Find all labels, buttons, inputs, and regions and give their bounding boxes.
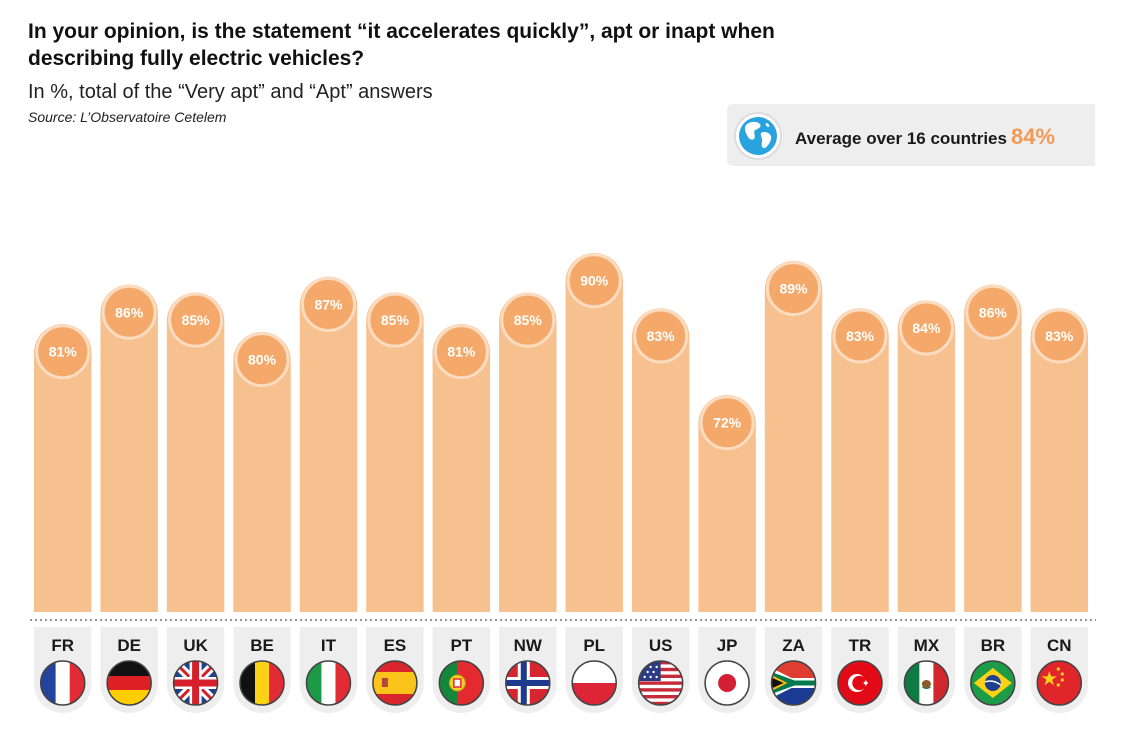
- tick-label: BR: [981, 636, 1006, 655]
- bar-es: [366, 292, 424, 612]
- poland-flag-icon: [571, 660, 617, 706]
- average-text: Average over 16 countries 84%: [795, 124, 1055, 150]
- bar-mx: [897, 300, 956, 612]
- usa-flag-icon: [637, 660, 684, 706]
- tick-label: CN: [1047, 636, 1072, 655]
- tick-label: FR: [51, 636, 74, 655]
- data-label: 84%: [912, 320, 941, 336]
- value-bubble: [433, 324, 489, 380]
- data-label: 85%: [182, 312, 211, 328]
- bar-pt: [432, 324, 491, 612]
- bar-it: [299, 276, 358, 612]
- value-bubble: [898, 300, 954, 356]
- bar-pl: [565, 252, 623, 612]
- south-africa-flag-icon: [770, 660, 817, 706]
- germany-flag-icon: [106, 660, 152, 706]
- bar-nw: [499, 292, 557, 612]
- value-bubble: [633, 308, 689, 364]
- value-bubble: [234, 332, 290, 388]
- chart-title: In your opinion, is the statement “it ac…: [28, 20, 775, 70]
- average-panel: Average over 16 countries 84%: [727, 104, 1095, 166]
- france-flag-icon: [39, 660, 86, 706]
- japan-flag-icon: [704, 660, 750, 706]
- value-bubble: [367, 292, 423, 348]
- tick-label: PT: [450, 636, 472, 655]
- data-label: 81%: [447, 344, 476, 360]
- bar-jp: [698, 394, 756, 612]
- norway-flag-icon: [505, 660, 551, 706]
- value-bubble: [35, 324, 91, 380]
- tick-label: TR: [849, 636, 872, 655]
- value-bubble: [168, 292, 224, 348]
- value-bubble: [500, 292, 556, 348]
- data-label: 89%: [780, 281, 809, 297]
- data-label: 81%: [49, 344, 78, 360]
- chart-source: Source: L’Observatoire Cetelem: [28, 109, 227, 125]
- value-bubble: [699, 395, 755, 451]
- italy-flag-icon: [305, 660, 352, 706]
- china-flag-icon: [1036, 660, 1083, 706]
- bar-us: [631, 308, 690, 612]
- average-label: Average over 16 countries: [795, 129, 1007, 148]
- tick-label: PL: [583, 636, 605, 655]
- tick-label: IT: [321, 636, 337, 655]
- bar-cn: [1030, 308, 1088, 612]
- globe-icon: [734, 112, 782, 160]
- value-bubble: [965, 284, 1021, 340]
- value-bubble: [832, 308, 888, 364]
- bar-tr: [831, 308, 889, 612]
- data-label: 87%: [314, 296, 343, 312]
- value-bubble: [766, 261, 822, 317]
- bar-uk: [166, 292, 225, 612]
- value-bubble: [1031, 308, 1087, 364]
- tick-label: BE: [250, 636, 274, 655]
- data-label: 85%: [381, 312, 410, 328]
- tick-label: ZA: [782, 636, 805, 655]
- value-bubble: [101, 284, 157, 340]
- tick-label: US: [649, 636, 673, 655]
- data-label: 86%: [115, 304, 144, 320]
- bar-br: [964, 284, 1022, 612]
- portugal-flag-icon: [438, 660, 485, 706]
- tick-label: JP: [717, 636, 738, 655]
- data-label: 80%: [248, 352, 277, 368]
- tick-label: UK: [183, 636, 208, 655]
- data-label: 85%: [514, 312, 543, 328]
- data-label: 72%: [713, 415, 742, 431]
- bar-be: [233, 331, 291, 612]
- tick-label: DE: [117, 636, 141, 655]
- mexico-flag-icon: [903, 660, 950, 706]
- value-bubble: [566, 253, 622, 309]
- data-label: 83%: [1045, 328, 1074, 344]
- bar-fr: [34, 324, 92, 612]
- uk-flag-icon: [172, 660, 219, 706]
- data-label: 83%: [846, 328, 875, 344]
- brazil-flag-icon: [970, 660, 1016, 706]
- value-bubble: [300, 276, 356, 332]
- tick-label: ES: [384, 636, 407, 655]
- tick-label: NW: [514, 636, 543, 655]
- spain-flag-icon: [372, 660, 418, 706]
- turkey-flag-icon: [837, 660, 883, 706]
- average-value: 84%: [1010, 124, 1056, 149]
- data-label: 86%: [979, 304, 1008, 320]
- data-label: 90%: [580, 273, 609, 289]
- belgium-flag-icon: [239, 660, 285, 706]
- data-label: 83%: [647, 328, 676, 344]
- bar-de: [100, 284, 158, 612]
- chart-subtitle: In %, total of the “Very apt” and “Apt” …: [28, 81, 433, 103]
- tick-label: MX: [914, 636, 940, 655]
- bar-za: [764, 260, 823, 612]
